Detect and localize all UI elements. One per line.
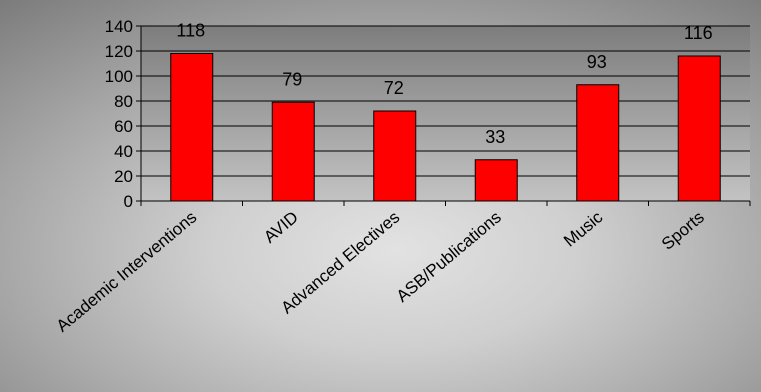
category-label: Music	[560, 207, 607, 250]
gridlines	[141, 25, 750, 177]
bar	[373, 110, 417, 202]
y-axis-ticks: 0 20 40 60 80 100 120 140	[105, 17, 141, 211]
data-label: 72	[384, 78, 404, 98]
bar	[474, 159, 518, 202]
data-label: 118	[176, 21, 205, 41]
y-tick-label: 0	[124, 192, 133, 211]
bar	[170, 53, 214, 202]
y-tick-label: 80	[114, 92, 133, 111]
y-tick-label: 100	[105, 67, 133, 86]
data-label: 33	[485, 127, 505, 147]
bar	[677, 55, 721, 202]
y-tick-label: 20	[114, 167, 133, 186]
category-label: Academic Interventions	[53, 208, 201, 336]
category-label: AVID	[260, 208, 302, 247]
data-labels: 118 79 72 33 93 116	[176, 21, 712, 147]
y-tick-label: 60	[114, 117, 133, 136]
x-axis-ticks	[140, 201, 751, 206]
category-label: Sports	[658, 208, 708, 254]
bar	[576, 84, 620, 202]
plot-area	[141, 26, 750, 201]
y-tick-label: 140	[105, 17, 133, 36]
data-label: 116	[684, 23, 713, 43]
y-tick-label: 120	[105, 42, 133, 61]
bar	[271, 101, 315, 202]
data-label: 93	[587, 52, 607, 72]
bars	[170, 53, 721, 202]
data-label: 79	[282, 69, 302, 89]
y-tick-label: 40	[114, 142, 133, 161]
category-label: ASB/Publications	[393, 208, 505, 306]
